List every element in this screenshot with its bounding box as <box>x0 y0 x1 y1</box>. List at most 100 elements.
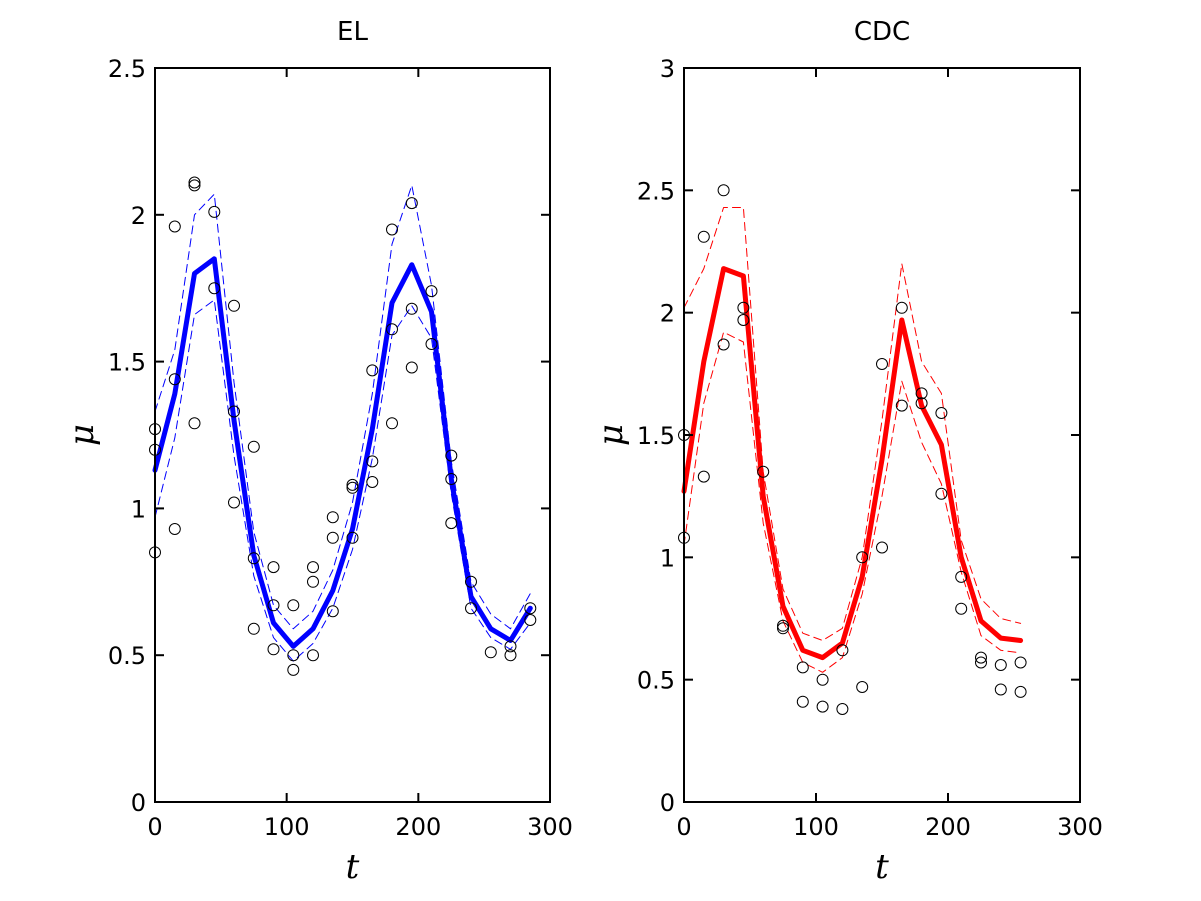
cdc-observation-point <box>955 602 968 615</box>
el-lower-bound-line <box>154 299 531 662</box>
cdc-observation-point <box>935 407 948 419</box>
cdc-observation-point <box>955 570 968 583</box>
cdc-x-tick-label: 200 <box>925 813 971 841</box>
cdc-observation-point <box>915 397 928 410</box>
el-y-tick-label: 0 <box>131 789 146 817</box>
el-observation-point <box>228 299 240 312</box>
cdc-y-tick-label: 2.5 <box>637 177 675 205</box>
cdc-observation-point <box>856 551 869 564</box>
el-observation-point <box>346 478 359 491</box>
el-observation-point <box>425 338 438 350</box>
cdc-observation-point <box>717 184 730 197</box>
el-y-tick-label: 1 <box>131 495 146 523</box>
cdc-observation-point <box>895 301 908 314</box>
cdc-y-tick-label: 1.5 <box>637 422 675 450</box>
el-observation-point <box>307 575 319 588</box>
cdc-observation-point <box>915 387 928 400</box>
cdc-observation-point <box>935 487 948 500</box>
cdc-observation-point <box>777 622 789 635</box>
panel-el: 0 100 200 300 0 0.5 1 1.5 2 2.5 EL t μ <box>62 17 573 887</box>
panel-cdc: 0 100 200 300 0 0.5 1 1.5 2 2.5 3 CDC t μ <box>591 17 1103 887</box>
el-observation-point <box>524 614 537 626</box>
cdc-observation-point <box>777 619 789 632</box>
cdc-observation-point <box>796 695 809 708</box>
el-observation-point <box>366 476 379 488</box>
cdc-x-tick-label: 300 <box>1057 813 1103 841</box>
el-observation-point <box>524 602 537 615</box>
cdc-y-tick-label: 0.5 <box>637 667 675 695</box>
el-observation-point <box>188 179 201 192</box>
el-observation-point <box>307 649 319 662</box>
cdc-observation-point <box>1014 685 1027 698</box>
el-observation-point <box>307 561 319 574</box>
cdc-observation-markers <box>678 184 1027 715</box>
cdc-observation-point <box>856 681 869 693</box>
cdc-title: CDC <box>854 17 910 47</box>
el-observation-point <box>267 599 280 612</box>
cdc-observation-point <box>975 651 987 664</box>
el-observation-point <box>465 575 477 588</box>
cdc-observation-point <box>994 683 1007 696</box>
cdc-observation-point <box>1014 656 1027 669</box>
el-observation-point <box>484 646 497 659</box>
el-observation-point <box>267 561 280 574</box>
el-observation-point <box>504 640 517 653</box>
el-observation-point <box>405 302 418 315</box>
cdc-observation-point <box>876 358 888 370</box>
el-title: EL <box>337 17 368 47</box>
el-observation-point <box>287 649 300 662</box>
el-observation-point <box>386 323 398 336</box>
el-observation-point <box>445 449 458 462</box>
el-observation-point <box>405 361 418 374</box>
el-observation-point <box>445 473 458 485</box>
cdc-observation-point <box>757 465 770 478</box>
el-observation-point <box>228 405 240 418</box>
cdc-observation-point <box>796 661 809 674</box>
el-observation-point <box>366 364 379 377</box>
cdc-fit-line <box>681 266 1024 661</box>
el-observation-point <box>247 622 260 635</box>
el-observation-point <box>168 373 181 386</box>
el-observation-point <box>346 481 359 494</box>
cdc-observation-point <box>836 644 849 657</box>
cdc-observation-point <box>994 659 1007 671</box>
cdc-y-axis-label: μ <box>591 424 631 446</box>
el-observation-point <box>267 643 280 656</box>
el-axes-box <box>154 67 551 803</box>
cdc-observation-point <box>895 399 908 412</box>
el-observation-point <box>247 552 260 565</box>
el-observation-point <box>326 605 339 618</box>
cdc-observation-point <box>697 470 710 483</box>
cdc-x-axis-label: t <box>875 847 889 887</box>
el-observation-point <box>208 282 221 295</box>
el-x-tick-label: 100 <box>264 813 310 841</box>
el-observation-point <box>425 285 438 298</box>
cdc-y-tick-label: 3 <box>660 55 675 83</box>
el-observation-point <box>287 599 300 612</box>
el-x-tick-label: 200 <box>395 813 441 841</box>
el-observation-point <box>188 176 201 189</box>
el-observation-point <box>366 455 379 468</box>
el-y-tick-label: 2.5 <box>108 55 146 83</box>
el-observation-point <box>228 496 240 509</box>
cdc-y-tick-label: 2 <box>660 300 675 328</box>
el-observation-point <box>346 531 359 544</box>
cdc-x-tick-label: 0 <box>676 813 691 841</box>
cdc-observation-point <box>717 338 730 351</box>
cdc-lower-bound-line <box>683 331 1022 673</box>
el-observation-point <box>504 649 517 662</box>
el-x-axis-label: t <box>346 847 360 887</box>
el-observation-point <box>465 602 477 615</box>
cdc-x-tick-label: 100 <box>793 813 839 841</box>
el-observation-point <box>386 223 398 236</box>
el-y-tick-label: 0.5 <box>108 642 146 670</box>
cdc-observation-point <box>816 673 829 686</box>
el-upper-bound-line <box>154 184 531 630</box>
el-observation-point <box>445 517 458 530</box>
cdc-observation-point <box>816 700 829 713</box>
cdc-observation-point <box>737 301 750 314</box>
el-observation-point <box>326 531 339 544</box>
cdc-observation-point <box>737 314 750 326</box>
